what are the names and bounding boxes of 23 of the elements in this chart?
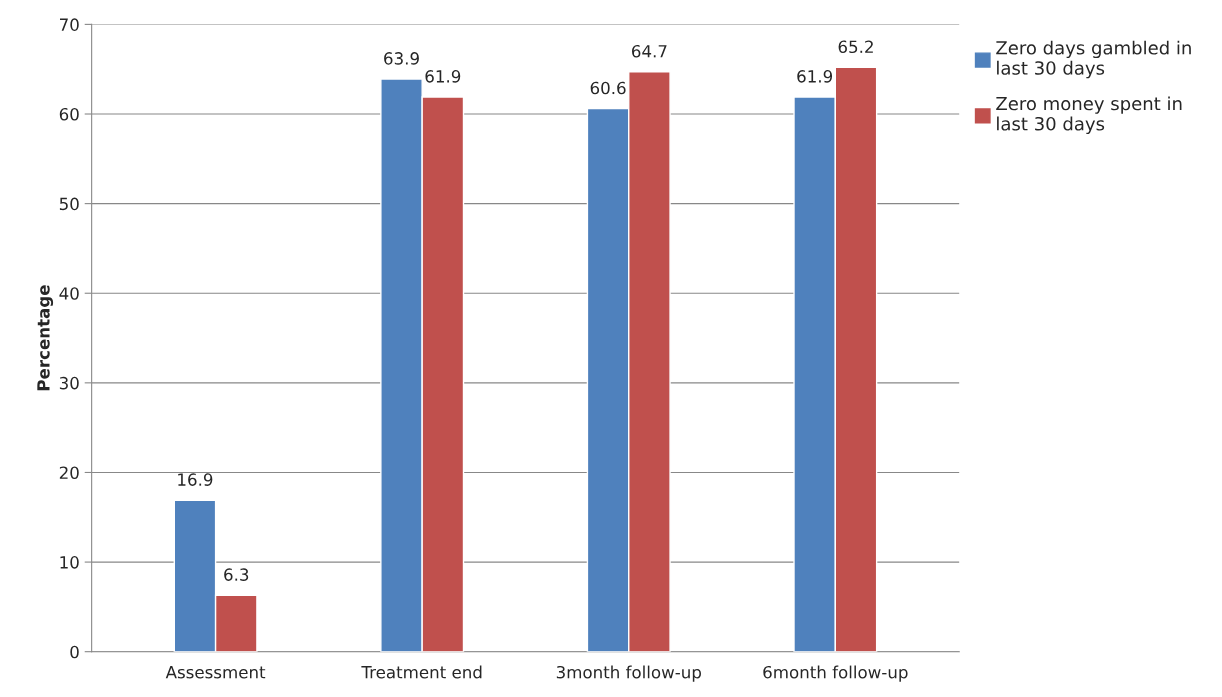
y-axis-title: Percentage (37, 285, 54, 391)
y-tick-label: 20 (59, 466, 79, 480)
legend-label: Zero days gambled in last 30 days (996, 40, 1191, 79)
y-tick-label: 40 (59, 287, 79, 300)
x-tick-label: Assessment (165, 666, 266, 679)
data-label: 64.7 (632, 44, 667, 58)
x-tick-label: Treatment end (361, 665, 482, 679)
data-label: 63.9 (384, 52, 419, 65)
data-label: 60.6 (590, 81, 626, 95)
y-tick-label: 50 (59, 197, 79, 211)
data-label: 16.9 (178, 473, 213, 486)
y-tick-label: 30 (59, 376, 79, 390)
y-tick-label: 0 (70, 645, 79, 659)
data-label: 6.3 (224, 568, 249, 581)
data-label: 65.2 (838, 40, 873, 54)
y-tick-label: 60 (59, 107, 79, 121)
data-label: 61.9 (425, 70, 461, 83)
x-tick-label: 3month follow-up (556, 665, 701, 682)
x-tick-label: 6month follow-up (763, 665, 908, 682)
y-tick-label: 70 (60, 18, 79, 31)
legend-label: Zero money spent in last 30 days (996, 96, 1182, 135)
y-tick-label: 10 (60, 556, 79, 569)
data-label: 61.9 (797, 70, 833, 83)
